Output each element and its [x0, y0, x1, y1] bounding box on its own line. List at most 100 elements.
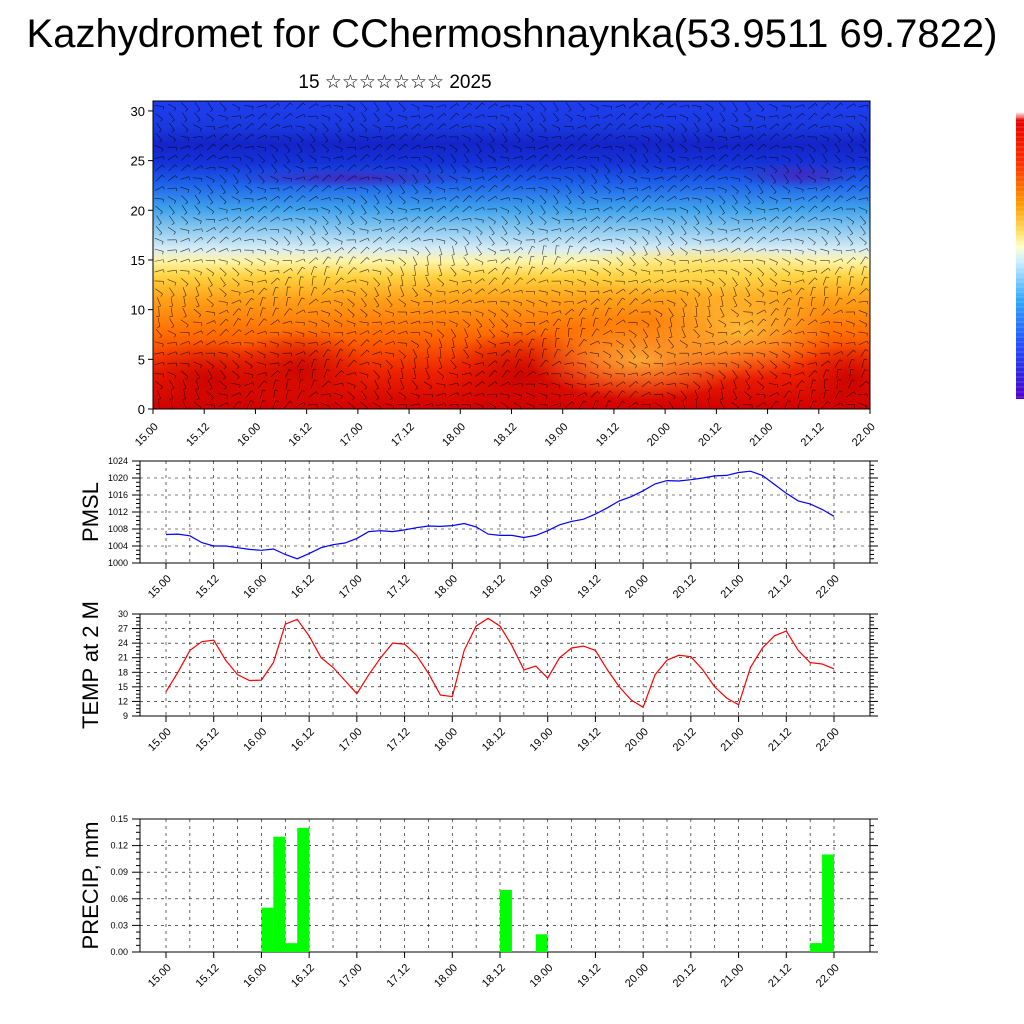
- wind-barb-flag: [469, 364, 471, 369]
- wind-barb: [602, 206, 612, 212]
- wind-barb-flag: [265, 227, 268, 231]
- wind-barb: [743, 404, 753, 406]
- wind-barb-flag: [376, 212, 380, 215]
- wind-barb-flag: [661, 220, 663, 224]
- wind-barb: [794, 362, 804, 365]
- wind-barb: [849, 276, 852, 286]
- wind-barb: [654, 381, 663, 387]
- wind-barb: [744, 298, 752, 305]
- wind-barb-flag: [862, 140, 866, 143]
- wind-barb: [154, 197, 164, 200]
- wind-barb-flag: [569, 245, 573, 247]
- wind-barb-flag: [354, 154, 357, 158]
- wind-barb: [512, 156, 522, 159]
- wind-barb: [602, 257, 612, 264]
- wind-barb: [219, 226, 227, 233]
- wind-barb-flag: [199, 221, 202, 225]
- wind-barb: [436, 227, 445, 232]
- wind-barb: [679, 197, 689, 201]
- wind-barb: [308, 342, 318, 344]
- wind-barb: [769, 299, 778, 304]
- wind-barb-flag: [470, 125, 472, 129]
- x-tick-label: 15.12: [194, 573, 222, 601]
- wind-barb: [425, 174, 431, 183]
- wind-barb: [333, 156, 343, 159]
- wind-barb-flag: [226, 236, 229, 240]
- wind-barb: [794, 238, 804, 242]
- wind-barb-flag: [157, 398, 161, 400]
- wind-barb: [820, 205, 829, 213]
- wind-barb-flag: [609, 318, 613, 321]
- wind-barb: [411, 216, 419, 223]
- wind-barb-flag: [508, 381, 511, 386]
- wind-barb-flag: [389, 304, 393, 308]
- wind-barb-flag: [632, 160, 636, 164]
- wind-barb: [359, 237, 369, 242]
- x-tick-label: 20.00: [623, 726, 651, 754]
- wind-barb: [602, 342, 612, 344]
- wind-barb: [218, 259, 228, 262]
- wind-barb: [436, 145, 446, 149]
- wind-barb: [372, 402, 381, 408]
- wind-barb-flag: [482, 114, 485, 118]
- wind-barb-flag: [367, 238, 370, 242]
- wind-barb: [270, 103, 279, 109]
- wind-barb: [743, 360, 752, 367]
- wind-barb-flag: [482, 313, 484, 317]
- wind-barb: [385, 248, 394, 253]
- wind-barb: [373, 194, 380, 203]
- wind-barb: [782, 155, 791, 160]
- wind-barb-flag: [696, 140, 700, 143]
- wind-barb-flag: [712, 164, 716, 167]
- wind-barb: [717, 176, 727, 180]
- wind-barb: [410, 115, 420, 118]
- wind-barb-flag: [418, 237, 421, 241]
- wind-barb-flag: [457, 382, 459, 387]
- wind-barb: [374, 379, 379, 389]
- wind-barb-flag: [738, 247, 741, 251]
- wind-barb: [641, 371, 650, 376]
- wind-barb: [845, 249, 855, 252]
- wind-barb: [282, 320, 292, 324]
- wind-barb-flag: [815, 261, 817, 265]
- wind-barb: [245, 215, 252, 223]
- wind-barb-flag: [557, 191, 560, 194]
- wind-barb-flag: [469, 272, 471, 276]
- wind-barb: [794, 258, 804, 263]
- wind-barb: [744, 391, 752, 398]
- wind-barb: [629, 339, 636, 347]
- wind-barb: [782, 226, 790, 233]
- wind-barb: [206, 268, 215, 274]
- wind-barb: [807, 216, 816, 222]
- wind-barb: [834, 390, 840, 399]
- wind-barb: [437, 123, 445, 130]
- wind-barb: [653, 114, 663, 119]
- wind-barb: [667, 103, 675, 109]
- wind-barb-flag: [390, 118, 394, 122]
- wind-barb: [373, 277, 380, 285]
- wind-barb-flag: [239, 392, 242, 396]
- wind-barb-flag: [597, 340, 600, 344]
- wind-barb: [745, 287, 751, 296]
- wind-barb: [194, 112, 201, 121]
- wind-barb: [719, 400, 725, 409]
- wind-barb-flag: [621, 345, 624, 349]
- wind-barb: [756, 381, 765, 388]
- wind-barb: [693, 174, 701, 182]
- wind-barb: [297, 143, 303, 152]
- wind-barb: [309, 349, 317, 357]
- wind-barb: [832, 218, 842, 221]
- wind-barb: [859, 144, 867, 151]
- wind-barb: [168, 215, 175, 224]
- wind-barb-flag: [545, 266, 549, 270]
- wind-barb-flag: [392, 154, 396, 158]
- wind-barb-flag: [532, 313, 535, 317]
- wind-barb: [708, 297, 711, 307]
- wind-barb: [552, 185, 560, 192]
- wind-barb-flag: [184, 119, 188, 123]
- wind-barb: [704, 249, 714, 252]
- wind-barb-flag: [610, 113, 613, 118]
- wind-barb: [193, 236, 202, 243]
- wind-barb: [334, 174, 342, 182]
- wind-barb-flag: [696, 222, 700, 226]
